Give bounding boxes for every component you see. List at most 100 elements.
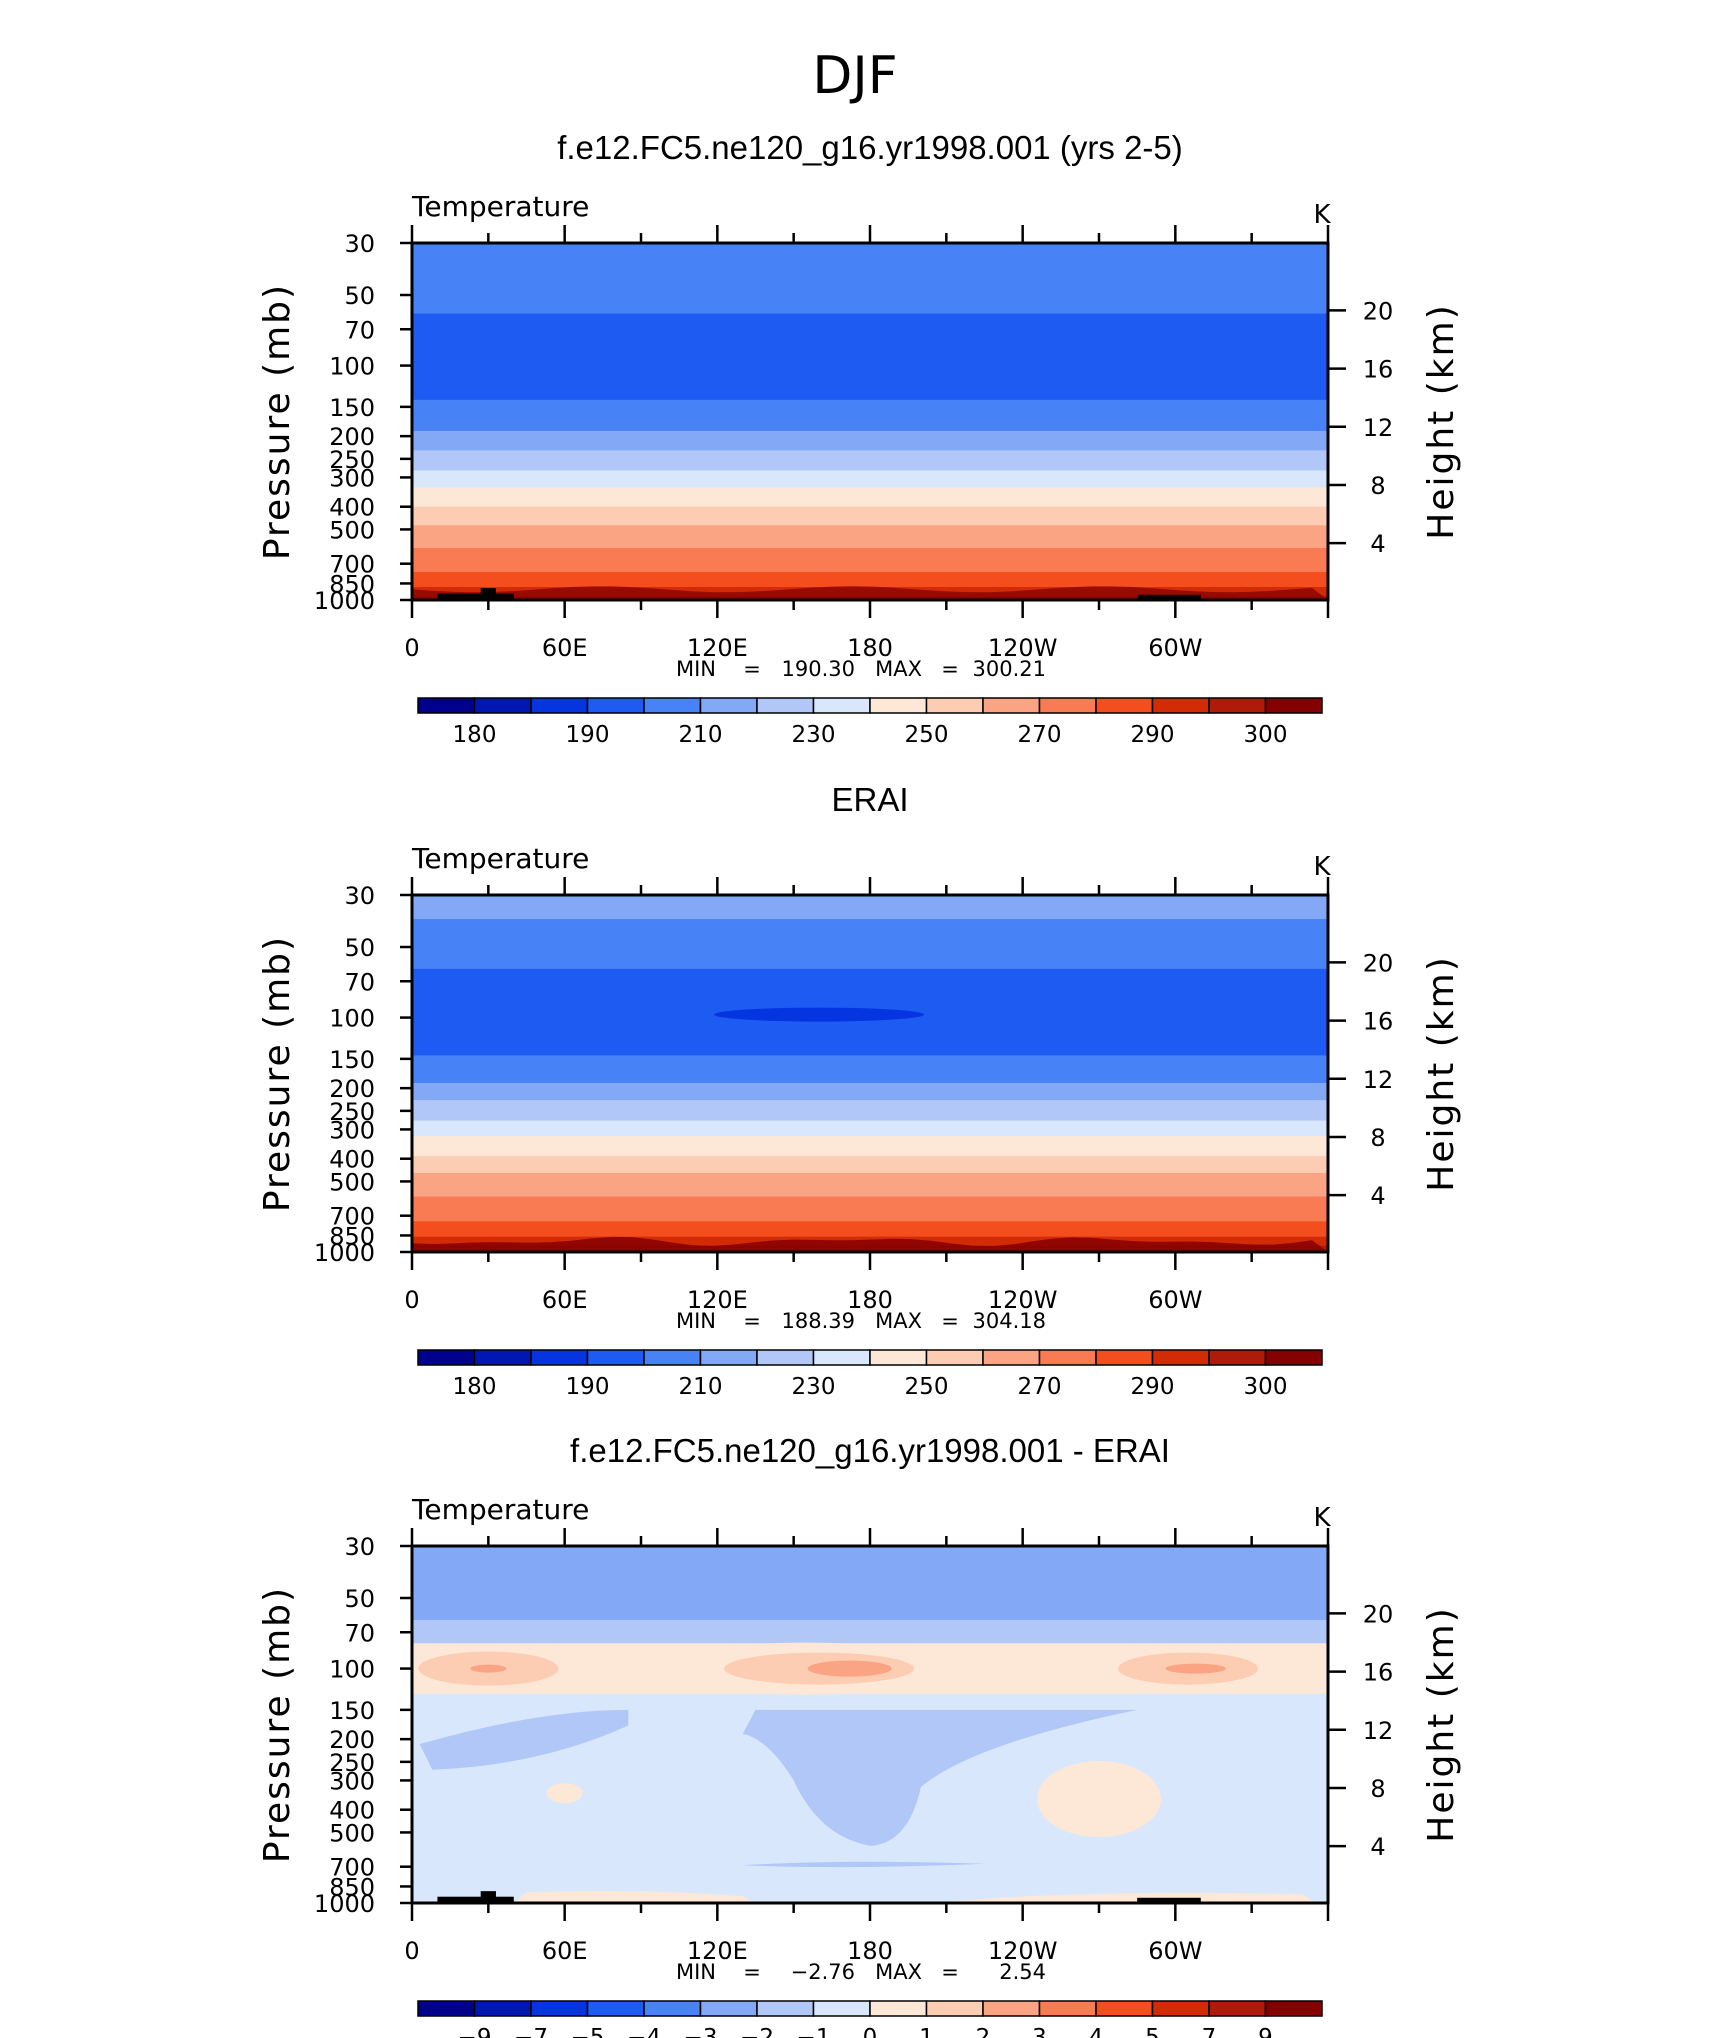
colorbar-label: 180: [453, 722, 497, 748]
y-tick-label: 70: [344, 968, 375, 996]
contour-band: [412, 243, 1328, 273]
contour-band: [412, 547, 1328, 573]
colorbar-label: −4: [627, 2025, 661, 2038]
y-tick-label: 150: [329, 1697, 375, 1725]
colorbar-label: 300: [1244, 722, 1288, 748]
y-tick-label: 100: [329, 1656, 375, 1684]
max-value: 304.18: [973, 1309, 1046, 1333]
max-value: 300.21: [973, 657, 1046, 681]
colorbar-swatch: [1264, 697, 1323, 714]
colorbar-label: 290: [1131, 1374, 1175, 1400]
y2-tick-label: 20: [1363, 297, 1394, 325]
colorbar-label: 250: [905, 1374, 949, 1400]
max-eq: =: [941, 657, 959, 681]
max-label: MAX: [875, 1960, 922, 1984]
y-tick-label: 700: [329, 1203, 375, 1231]
colorbar-label: 5: [1145, 2025, 1160, 2038]
y-tick-label: 50: [344, 934, 375, 962]
colorbar-swatch: [1038, 2000, 1097, 2017]
surface-layer: [412, 586, 1328, 600]
y-tick-label: 100: [329, 353, 375, 381]
contour-band: [412, 1082, 1328, 1101]
panel-title: f.e12.FC5.ne120_g16.yr1998.001 (yrs 2-5): [557, 129, 1183, 166]
colorbar-label: 190: [566, 722, 610, 748]
colorbar: 180 190 210 230 250 270 290 300: [417, 697, 1323, 748]
x-tick-label: 60E: [542, 1937, 588, 1965]
colorbar-swatch: [756, 2000, 815, 2017]
colorbar-swatch: [1264, 1349, 1323, 1366]
contour-band: [412, 1135, 1328, 1157]
max-eq: =: [941, 1309, 959, 1333]
y-tick-label: 200: [329, 1726, 375, 1754]
colorbar-swatch: [812, 1349, 871, 1366]
contour-band: [412, 430, 1328, 451]
y-tick-label: 70: [344, 316, 375, 344]
x-tick-label: 0: [404, 634, 419, 662]
surface-layer: [412, 1236, 1328, 1252]
contour-band: [412, 1196, 1328, 1222]
panel-1: f.e12.FC5.ne120_g16.yr1998.001 (yrs 2-5)…: [257, 129, 1462, 748]
colorbar-swatch: [756, 1349, 815, 1366]
y-tick-label: 50: [344, 282, 375, 310]
colorbar-label: 230: [792, 1374, 836, 1400]
cold-core: [714, 1007, 925, 1022]
y-tick-label: 850: [329, 1873, 375, 1901]
anomaly-contour: [1165, 1663, 1226, 1674]
colorbar-label: 180: [453, 1374, 497, 1400]
colorbar-swatch: [1038, 1349, 1097, 1366]
x-tick-label: 0: [404, 1937, 419, 1965]
y2-tick-label: 16: [1363, 1008, 1394, 1036]
colorbar-swatch: [925, 1349, 984, 1366]
anomaly-contour: [807, 1660, 892, 1677]
y-tick-label: 1000: [314, 1239, 375, 1267]
y-tick-label: 400: [329, 494, 375, 522]
colorbar-swatch: [699, 2000, 758, 2017]
colorbar-swatch: [1208, 2000, 1267, 2017]
colorbar-swatch: [1038, 697, 1097, 714]
colorbar-swatch: [869, 697, 928, 714]
contour-band: [412, 1156, 1328, 1174]
colorbar-swatch: [530, 1349, 589, 1366]
contour-band: [412, 572, 1328, 588]
x-tick-label: 120W: [988, 634, 1058, 662]
colorbar-swatch: [982, 1349, 1041, 1366]
y2-tick-label: 12: [1363, 1717, 1394, 1745]
main-title: DJF: [812, 46, 897, 106]
y-tick-label: 30: [344, 882, 375, 910]
colorbar-label: 270: [1018, 1374, 1062, 1400]
x-tick-label: 60E: [542, 1286, 588, 1314]
cold-patch: [419, 1709, 629, 1770]
y-tick-label: 30: [344, 1533, 375, 1561]
min-value: 188.39: [782, 1309, 855, 1333]
x-tick-label: 60W: [1148, 1937, 1202, 1965]
colorbar-swatch: [869, 2000, 928, 2017]
colorbar-swatch: [869, 1349, 928, 1366]
y2-tick-label: 4: [1370, 1833, 1385, 1861]
contour-band: [412, 487, 1328, 508]
colorbar-label: 250: [905, 722, 949, 748]
colorbar-swatch: [1095, 1349, 1154, 1366]
cold-patch: [742, 1709, 1138, 1846]
x-tick-label: 180: [847, 1286, 893, 1314]
y-tick-label: 200: [329, 1075, 375, 1103]
units-label: K: [1313, 200, 1331, 230]
colorbar-swatch: [925, 2000, 984, 2017]
x-tick-label: 120W: [988, 1937, 1058, 1965]
variable-label: Temperature: [411, 1493, 589, 1526]
y-tick-label: 150: [329, 1046, 375, 1074]
colorbar-label: −5: [571, 2025, 605, 2038]
colorbar: 180 190 210 230 250 270 290 300: [417, 1349, 1323, 1400]
colorbar-label: 190: [566, 1374, 610, 1400]
y2-axis-label: Height (km): [1421, 955, 1462, 1191]
cold-patch: [742, 1861, 985, 1868]
colorbar-label: −9: [458, 2025, 492, 2038]
min-label: MIN: [676, 1309, 716, 1333]
contour-field: [412, 1546, 1328, 1903]
colorbar-label: −7: [514, 2025, 548, 2038]
anomaly-contour: [546, 1783, 583, 1804]
x-tick-label: 60W: [1148, 634, 1202, 662]
y-tick-label: 850: [329, 1222, 375, 1250]
y2-tick-label: 4: [1370, 1182, 1385, 1210]
topography: [437, 1896, 514, 1903]
